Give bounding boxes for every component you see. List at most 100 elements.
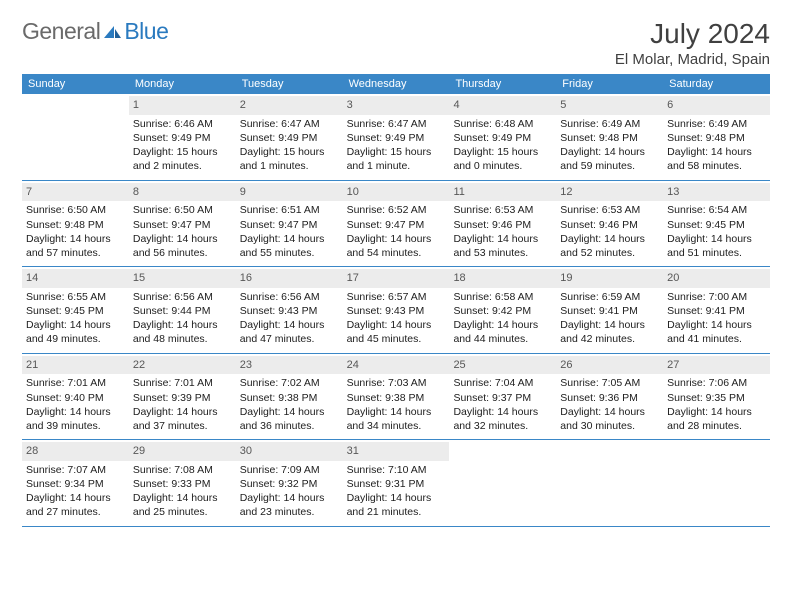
- sunset-text: Sunset: 9:38 PM: [240, 391, 339, 405]
- sunrise-text: Sunrise: 7:02 AM: [240, 376, 339, 390]
- daylight-text: Daylight: 15 hours and 1 minute.: [347, 145, 446, 173]
- page-header: General Blue July 2024 El Molar, Madrid,…: [22, 18, 770, 68]
- day-number: 10: [343, 183, 450, 202]
- sunrise-text: Sunrise: 6:54 AM: [667, 203, 766, 217]
- sunset-text: Sunset: 9:49 PM: [133, 131, 232, 145]
- sunset-text: Sunset: 9:47 PM: [133, 218, 232, 232]
- daylight-text: Daylight: 14 hours and 47 minutes.: [240, 318, 339, 346]
- day-cell: 22Sunrise: 7:01 AMSunset: 9:39 PMDayligh…: [129, 354, 236, 440]
- day-number: 8: [129, 183, 236, 202]
- sunset-text: Sunset: 9:41 PM: [667, 304, 766, 318]
- daylight-text: Daylight: 14 hours and 44 minutes.: [453, 318, 552, 346]
- sunrise-text: Sunrise: 7:05 AM: [560, 376, 659, 390]
- day-number: 1: [129, 96, 236, 115]
- day-cell: [449, 440, 556, 526]
- day-number: 18: [449, 269, 556, 288]
- sunset-text: Sunset: 9:45 PM: [26, 304, 125, 318]
- day-cell: 1 Sunrise: 6:46 AMSunset: 9:49 PMDaylight…: [129, 94, 236, 180]
- sunrise-text: Sunrise: 6:49 AM: [667, 117, 766, 131]
- daylight-text: Daylight: 14 hours and 30 minutes.: [560, 405, 659, 433]
- sunrise-text: Sunrise: 6:59 AM: [560, 290, 659, 304]
- calendar-page: General Blue July 2024 El Molar, Madrid,…: [0, 0, 792, 545]
- sunrise-text: Sunrise: 6:46 AM: [133, 117, 232, 131]
- day-cell: 26Sunrise: 7:05 AMSunset: 9:36 PMDayligh…: [556, 354, 663, 440]
- day-number: 26: [556, 356, 663, 375]
- daylight-text: Daylight: 14 hours and 58 minutes.: [667, 145, 766, 173]
- day-cell: 16Sunrise: 6:56 AMSunset: 9:43 PMDayligh…: [236, 267, 343, 353]
- day-number: 6: [663, 96, 770, 115]
- day-number: 9: [236, 183, 343, 202]
- day-number: 20: [663, 269, 770, 288]
- daylight-text: Daylight: 14 hours and 21 minutes.: [347, 491, 446, 519]
- day-cell: [556, 440, 663, 526]
- sunset-text: Sunset: 9:37 PM: [453, 391, 552, 405]
- sunrise-text: Sunrise: 6:56 AM: [133, 290, 232, 304]
- sunrise-text: Sunrise: 7:01 AM: [133, 376, 232, 390]
- daylight-text: Daylight: 14 hours and 36 minutes.: [240, 405, 339, 433]
- sunrise-text: Sunrise: 6:50 AM: [133, 203, 232, 217]
- day-cell: 21Sunrise: 7:01 AMSunset: 9:40 PMDayligh…: [22, 354, 129, 440]
- sunrise-text: Sunrise: 6:57 AM: [347, 290, 446, 304]
- day-number: 14: [22, 269, 129, 288]
- dow-header-row: Sunday Monday Tuesday Wednesday Thursday…: [22, 74, 770, 94]
- daylight-text: Daylight: 15 hours and 2 minutes.: [133, 145, 232, 173]
- day-cell: [22, 94, 129, 180]
- calendar-grid: Sunday Monday Tuesday Wednesday Thursday…: [22, 74, 770, 527]
- sunrise-text: Sunrise: 6:47 AM: [347, 117, 446, 131]
- daylight-text: Daylight: 14 hours and 55 minutes.: [240, 232, 339, 260]
- day-number: 30: [236, 442, 343, 461]
- sunrise-text: Sunrise: 6:51 AM: [240, 203, 339, 217]
- day-cell: 27Sunrise: 7:06 AMSunset: 9:35 PMDayligh…: [663, 354, 770, 440]
- daylight-text: Daylight: 14 hours and 25 minutes.: [133, 491, 232, 519]
- day-number: 17: [343, 269, 450, 288]
- day-number: 28: [22, 442, 129, 461]
- sail-icon: [102, 24, 122, 40]
- sunrise-text: Sunrise: 6:58 AM: [453, 290, 552, 304]
- daylight-text: Daylight: 14 hours and 59 minutes.: [560, 145, 659, 173]
- sunset-text: Sunset: 9:46 PM: [560, 218, 659, 232]
- sunrise-text: Sunrise: 7:04 AM: [453, 376, 552, 390]
- daylight-text: Daylight: 14 hours and 53 minutes.: [453, 232, 552, 260]
- sunset-text: Sunset: 9:43 PM: [347, 304, 446, 318]
- sunrise-text: Sunrise: 6:47 AM: [240, 117, 339, 131]
- sunset-text: Sunset: 9:49 PM: [240, 131, 339, 145]
- dow-thursday: Thursday: [449, 74, 556, 94]
- sunset-text: Sunset: 9:42 PM: [453, 304, 552, 318]
- day-number: 7: [22, 183, 129, 202]
- dow-saturday: Saturday: [663, 74, 770, 94]
- sunset-text: Sunset: 9:31 PM: [347, 477, 446, 491]
- day-number: 3: [343, 96, 450, 115]
- daylight-text: Daylight: 15 hours and 0 minutes.: [453, 145, 552, 173]
- sunset-text: Sunset: 9:48 PM: [667, 131, 766, 145]
- day-number: 29: [129, 442, 236, 461]
- sunset-text: Sunset: 9:41 PM: [560, 304, 659, 318]
- brand-logo: General Blue: [22, 18, 168, 45]
- sunset-text: Sunset: 9:47 PM: [347, 218, 446, 232]
- sunset-text: Sunset: 9:32 PM: [240, 477, 339, 491]
- day-cell: 8Sunrise: 6:50 AMSunset: 9:47 PMDaylight…: [129, 181, 236, 267]
- day-number: 12: [556, 183, 663, 202]
- week-row: 28Sunrise: 7:07 AMSunset: 9:34 PMDayligh…: [22, 440, 770, 527]
- day-number: 11: [449, 183, 556, 202]
- sunrise-text: Sunrise: 7:00 AM: [667, 290, 766, 304]
- daylight-text: Daylight: 14 hours and 23 minutes.: [240, 491, 339, 519]
- day-cell: 14Sunrise: 6:55 AMSunset: 9:45 PMDayligh…: [22, 267, 129, 353]
- day-number: 23: [236, 356, 343, 375]
- day-cell: 7Sunrise: 6:50 AMSunset: 9:48 PMDaylight…: [22, 181, 129, 267]
- day-cell: 13Sunrise: 6:54 AMSunset: 9:45 PMDayligh…: [663, 181, 770, 267]
- sunset-text: Sunset: 9:48 PM: [560, 131, 659, 145]
- day-number: 21: [22, 356, 129, 375]
- day-cell: 12Sunrise: 6:53 AMSunset: 9:46 PMDayligh…: [556, 181, 663, 267]
- sunset-text: Sunset: 9:38 PM: [347, 391, 446, 405]
- day-cell: 11Sunrise: 6:53 AMSunset: 9:46 PMDayligh…: [449, 181, 556, 267]
- week-row: 14Sunrise: 6:55 AMSunset: 9:45 PMDayligh…: [22, 267, 770, 354]
- week-row: 7Sunrise: 6:50 AMSunset: 9:48 PMDaylight…: [22, 181, 770, 268]
- day-number: 24: [343, 356, 450, 375]
- brand-text-2: Blue: [124, 18, 168, 45]
- day-cell: 4Sunrise: 6:48 AMSunset: 9:49 PMDaylight…: [449, 94, 556, 180]
- daylight-text: Daylight: 14 hours and 48 minutes.: [133, 318, 232, 346]
- day-number: 31: [343, 442, 450, 461]
- daylight-text: Daylight: 14 hours and 51 minutes.: [667, 232, 766, 260]
- day-cell: 5Sunrise: 6:49 AMSunset: 9:48 PMDaylight…: [556, 94, 663, 180]
- day-cell: 31Sunrise: 7:10 AMSunset: 9:31 PMDayligh…: [343, 440, 450, 526]
